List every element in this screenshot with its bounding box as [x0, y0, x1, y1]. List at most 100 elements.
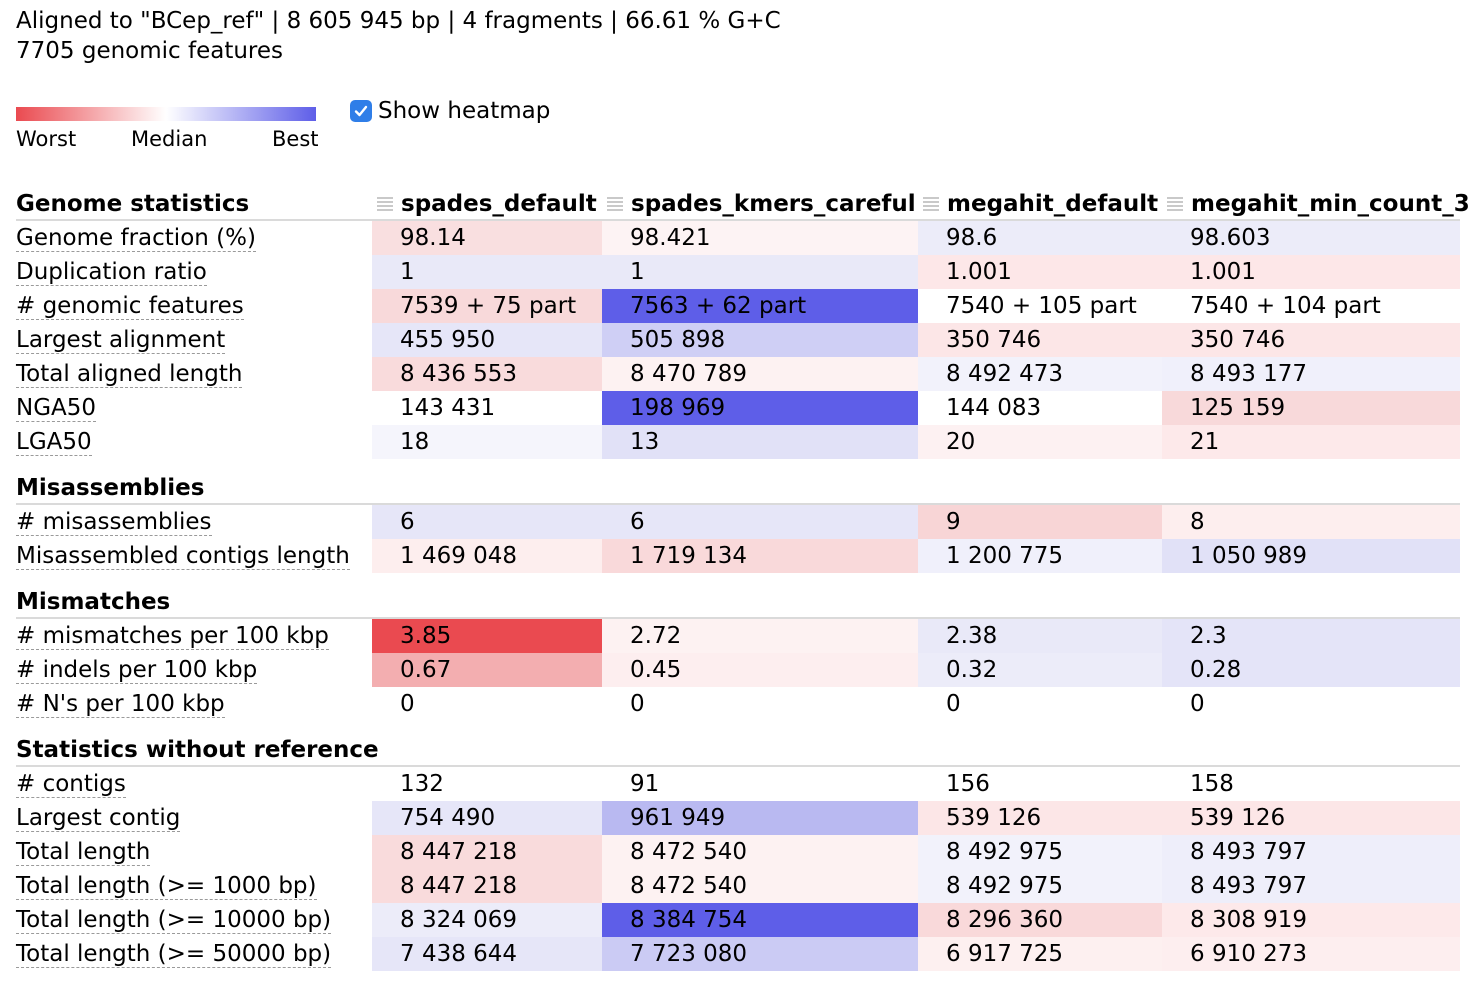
metric-name-cell: # misassemblies — [16, 504, 372, 539]
metric-row: # N's per 100 kbp 0 0 0 0 — [16, 687, 1460, 721]
metric-row: Total length (>= 10000 bp) 8 324 069 8 384… — [16, 903, 1460, 937]
group-header-blank — [1162, 467, 1460, 505]
metric-value-cell: 7540 + 105 part — [918, 289, 1162, 323]
metric-value-cell: 8 470 789 — [602, 357, 918, 391]
group-spacer — [16, 721, 1460, 729]
metric-value-cell: 143 431 — [372, 391, 602, 425]
group-title: Statistics without reference — [16, 729, 379, 767]
metric-name-cell: Misassembled contigs length — [16, 539, 372, 573]
metric-value-cell: 156 — [918, 766, 1162, 801]
metric-name[interactable]: Total aligned length — [16, 361, 243, 388]
column-header-1[interactable]: spades_kmers_careful — [607, 191, 916, 217]
metric-value-cell: 8 296 360 — [918, 903, 1162, 937]
column-header-2[interactable]: megahit_default — [923, 191, 1158, 217]
show-heatmap-toggle[interactable]: Show heatmap — [350, 98, 550, 124]
show-heatmap-label: Show heatmap — [378, 98, 551, 124]
metric-value-cell: 0 — [602, 687, 918, 721]
group-header-blank — [918, 467, 1162, 505]
group-title: Genome statistics — [16, 189, 372, 221]
metric-value-cell: 8 493 177 — [1162, 357, 1460, 391]
metric-name[interactable]: NGA50 — [16, 395, 97, 422]
metric-name[interactable]: Misassembled contigs length — [16, 543, 350, 570]
metric-value-cell: 1 200 775 — [918, 539, 1162, 573]
legend-gradient-bar — [16, 107, 316, 121]
metric-name-cell: NGA50 — [16, 391, 372, 425]
metric-name-cell: Total length (>= 1000 bp) — [16, 869, 372, 903]
group-header-blank — [372, 467, 602, 505]
drag-handle-icon[interactable] — [923, 197, 939, 211]
metric-name[interactable]: Total length (>= 50000 bp) — [16, 941, 332, 968]
metric-value-cell: 98.603 — [1162, 220, 1460, 255]
metric-name-cell: # genomic features — [16, 289, 372, 323]
metric-row: LGA50 18 13 20 21 — [16, 425, 1460, 459]
metric-value-cell: 8 — [1162, 504, 1460, 539]
metric-name[interactable]: LGA50 — [16, 429, 92, 456]
metric-name[interactable]: # mismatches per 100 kbp — [16, 623, 329, 650]
metric-value-cell: 8 492 975 — [918, 835, 1162, 869]
drag-handle-icon[interactable] — [607, 197, 623, 211]
group-header-blank — [602, 467, 918, 505]
metric-name-cell: Total length — [16, 835, 372, 869]
metric-name[interactable]: Duplication ratio — [16, 259, 207, 286]
metric-value-cell: 539 126 — [918, 801, 1162, 835]
metric-value-cell: 7540 + 104 part — [1162, 289, 1460, 323]
metric-name[interactable]: # N's per 100 kbp — [16, 691, 225, 718]
metric-value-cell: 91 — [602, 766, 918, 801]
metric-value-cell: 98.421 — [602, 220, 918, 255]
metric-name[interactable]: Largest alignment — [16, 327, 226, 354]
legend-best-label: Best — [272, 127, 319, 151]
metric-value-cell: 1 — [372, 255, 602, 289]
metric-value-cell: 1 719 134 — [602, 539, 918, 573]
metric-value-cell: 20 — [918, 425, 1162, 459]
metric-name[interactable]: Genome fraction (%) — [16, 225, 256, 252]
group-header-row: Misassemblies — [16, 467, 1460, 505]
metric-row: # mismatches per 100 kbp 3.85 2.72 2.38 2.3 — [16, 618, 1460, 653]
metric-row: # indels per 100 kbp 0.67 0.45 0.32 0.28 — [16, 653, 1460, 687]
metric-value-cell: 8 472 540 — [602, 835, 918, 869]
metric-name-cell: LGA50 — [16, 425, 372, 459]
group-header-blank — [372, 729, 602, 767]
column-header: spades_kmers_careful — [602, 189, 918, 221]
column-header-3[interactable]: megahit_min_count_3 — [1167, 191, 1470, 217]
group-header-row: Mismatches — [16, 581, 1460, 619]
column-header: megahit_min_count_3 — [1162, 189, 1470, 221]
metric-value-cell: 0 — [1162, 687, 1460, 721]
metric-row: NGA50 143 431 198 969 144 083 125 159 — [16, 391, 1460, 425]
group-header-blank — [602, 729, 918, 767]
metric-name[interactable]: # contigs — [16, 771, 126, 798]
group-header-row: Genome statistics spades_default spades_km… — [16, 189, 1470, 221]
metric-value-cell: 754 490 — [372, 801, 602, 835]
metric-value-cell: 0.28 — [1162, 653, 1460, 687]
metric-value-cell: 8 308 919 — [1162, 903, 1460, 937]
metric-name[interactable]: Total length — [16, 839, 151, 866]
metric-name[interactable]: Total length (>= 1000 bp) — [16, 873, 317, 900]
group-header-blank — [1162, 729, 1460, 767]
metric-name-cell: Total aligned length — [16, 357, 372, 391]
metric-value-cell: 0 — [372, 687, 602, 721]
metric-name-cell: Duplication ratio — [16, 255, 372, 289]
metric-name[interactable]: # genomic features — [16, 293, 244, 320]
metric-value-cell: 961 949 — [602, 801, 918, 835]
column-header-0[interactable]: spades_default — [377, 191, 597, 217]
checkbox-checked-icon[interactable] — [350, 100, 372, 122]
metric-name[interactable]: # misassemblies — [16, 509, 212, 536]
group-header-blank — [918, 581, 1162, 619]
metric-value-cell: 6 — [602, 504, 918, 539]
metric-row: # misassemblies 6 6 9 8 — [16, 504, 1460, 539]
metric-name[interactable]: # indels per 100 kbp — [16, 657, 258, 684]
summary-reference-line: Aligned to "BCep_ref" | 8 605 945 bp | 4… — [16, 8, 781, 34]
metric-value-cell: 8 384 754 — [602, 903, 918, 937]
metric-name[interactable]: Largest contig — [16, 805, 181, 832]
metric-row: # genomic features 7539 + 75 part 7563 + 6… — [16, 289, 1460, 323]
column-header: megahit_default — [918, 189, 1162, 221]
metric-value-cell: 7539 + 75 part — [372, 289, 602, 323]
drag-handle-icon[interactable] — [377, 197, 393, 211]
metric-name[interactable]: Total length (>= 10000 bp) — [16, 907, 332, 934]
metric-value-cell: 132 — [372, 766, 602, 801]
metric-name-cell: # contigs — [16, 766, 372, 801]
assembly-name: megahit_min_count_3 — [1191, 191, 1470, 217]
drag-handle-icon[interactable] — [1167, 197, 1183, 211]
metric-value-cell: 0 — [918, 687, 1162, 721]
metric-name-cell: # N's per 100 kbp — [16, 687, 372, 721]
group-header-blank — [918, 729, 1162, 767]
